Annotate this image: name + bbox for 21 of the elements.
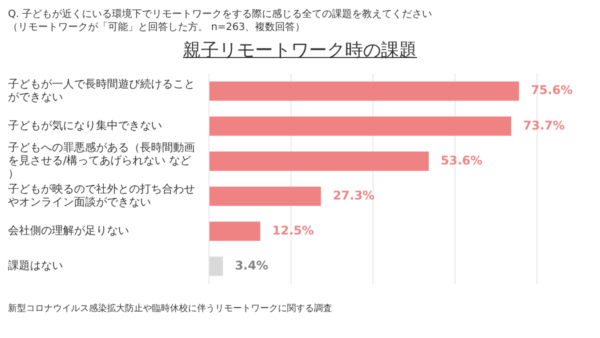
y-tick-label: 子どもが一人で長時間遊び続けることができない xyxy=(8,77,195,104)
bar xyxy=(210,186,321,206)
bar xyxy=(210,116,512,136)
data-label: 27.3% xyxy=(332,188,375,202)
y-tick-label: 子どもへの罪悪感がある（長時間動画を見させる/構ってあげられない など） xyxy=(8,140,195,180)
chart-subtitle: Q. 子どもが近くにいる環境下でリモートワークをする際に感じる全ての課題を教えてください（リモートワークが「可能」と回答した方。 n=263、複数回答） xyxy=(8,8,434,34)
data-label: 3.4% xyxy=(234,258,268,272)
y-tick-label: 課題はない xyxy=(8,259,63,272)
text: 新型コロナウイルス感染拡大防止や臨時休校に伴うリモートワークに関する調査 xyxy=(8,302,333,315)
data-label: 53.6% xyxy=(440,153,482,168)
bar xyxy=(210,152,429,171)
chart-title: 親子リモートワーク時の課題 xyxy=(182,39,418,62)
y-tick-label: 子どもが映るので社外との打ち合わせやオンライン面談ができない xyxy=(8,182,195,209)
data-label: 75.6% xyxy=(530,83,573,98)
y-tick-label: 子どもが気になり集中できない xyxy=(8,119,162,132)
y-tick-label: 会社側の理解が足りない xyxy=(8,224,129,238)
bar xyxy=(210,256,223,276)
data-label: 12.5% xyxy=(272,223,314,238)
data-label: 73.7% xyxy=(523,118,565,132)
bar xyxy=(210,81,519,101)
bar xyxy=(210,222,260,241)
